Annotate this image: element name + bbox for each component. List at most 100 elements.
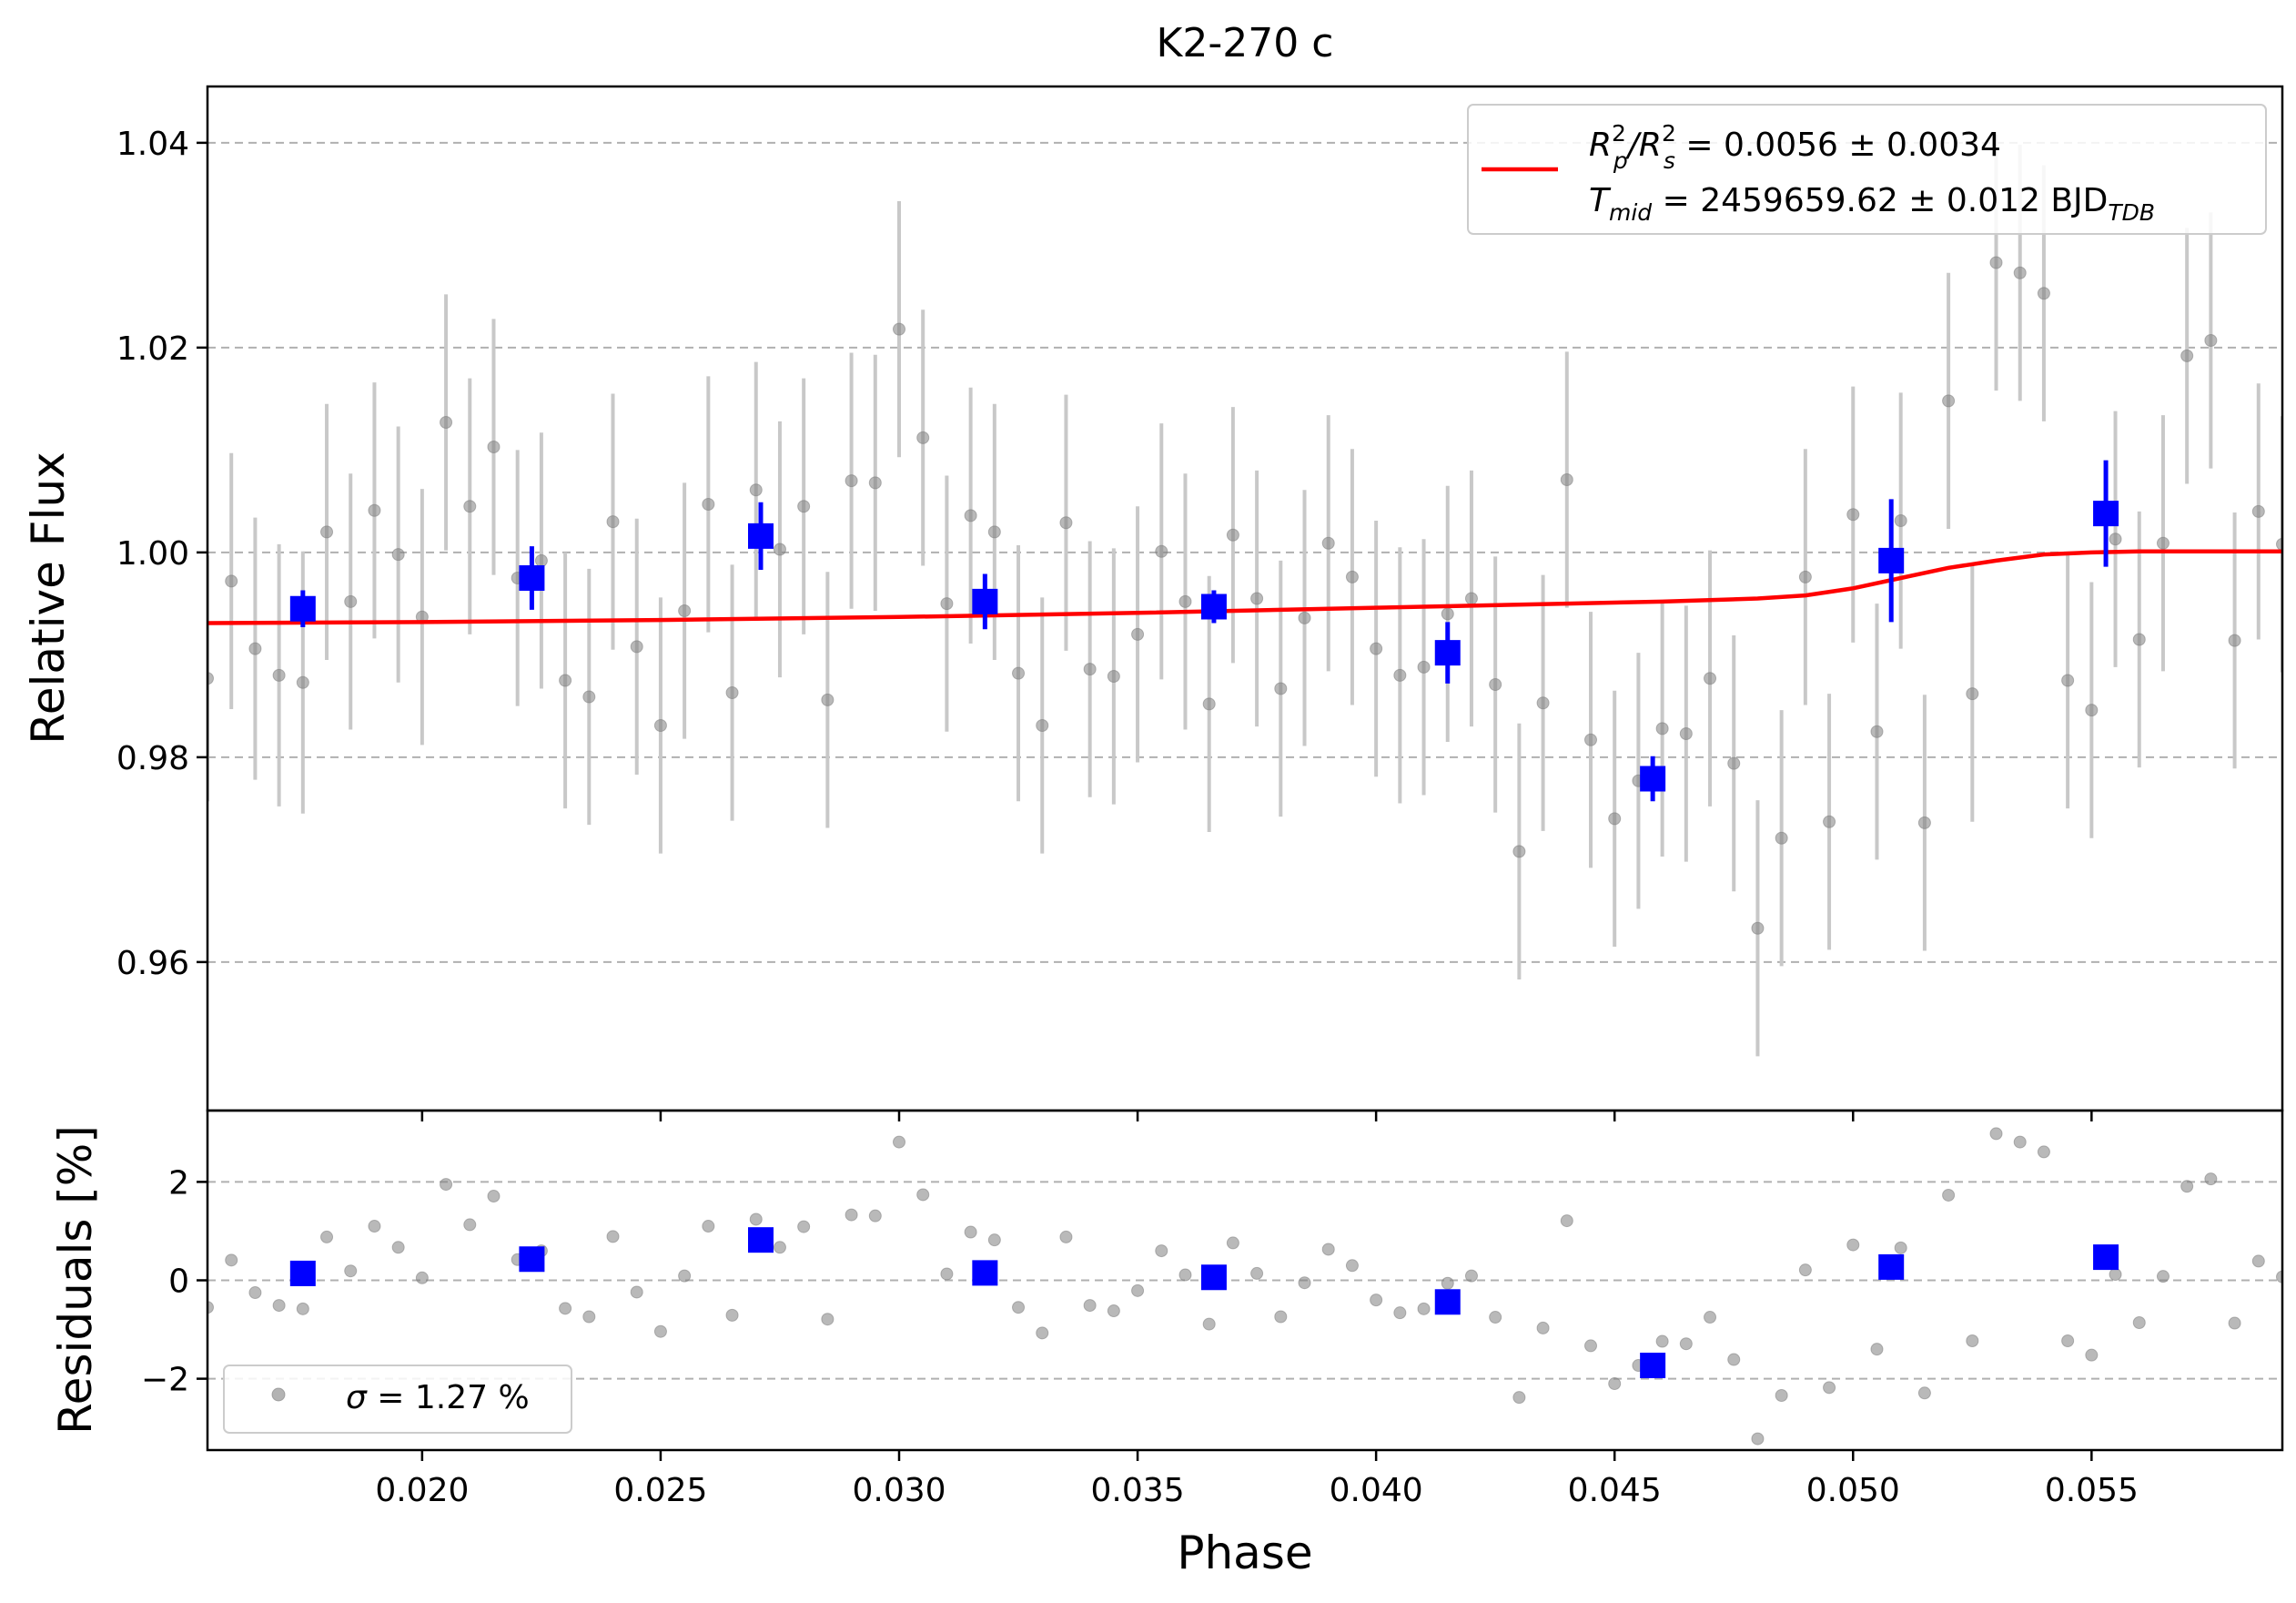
raw-point bbox=[964, 509, 977, 522]
raw-point bbox=[2276, 537, 2282, 551]
raw-point bbox=[1512, 845, 1526, 858]
transit-raw-points bbox=[207, 256, 2282, 935]
residual-raw-point bbox=[1107, 1304, 1120, 1318]
residual-raw-point bbox=[749, 1212, 763, 1226]
raw-point bbox=[1775, 831, 1788, 845]
residuals-legend-box bbox=[223, 1365, 572, 1434]
raw-point bbox=[2109, 533, 2122, 546]
raw-point bbox=[1727, 756, 1741, 770]
residual-raw-point bbox=[1178, 1268, 1192, 1282]
binned-point bbox=[289, 595, 316, 622]
residual-raw-point bbox=[225, 1253, 238, 1267]
raw-point bbox=[773, 543, 786, 556]
raw-point bbox=[2013, 266, 2027, 279]
transit-legend-box bbox=[1467, 104, 2267, 235]
residual-raw-point bbox=[1441, 1276, 1454, 1290]
residual-raw-point bbox=[1655, 1334, 1669, 1348]
residuals-ytick-label: 0 bbox=[168, 1263, 189, 1301]
residual-raw-point bbox=[296, 1302, 309, 1315]
residual-raw-point bbox=[368, 1220, 381, 1233]
residual-binned-point bbox=[972, 1260, 998, 1286]
residual-raw-point bbox=[1155, 1244, 1168, 1258]
raw-point bbox=[653, 719, 667, 732]
residual-binned-point bbox=[1878, 1253, 1905, 1280]
raw-point bbox=[1464, 592, 1478, 605]
residual-raw-point bbox=[1226, 1236, 1239, 1250]
raw-point bbox=[2037, 287, 2050, 300]
residuals-gridlines bbox=[207, 1181, 2282, 1380]
raw-point bbox=[296, 675, 309, 689]
residual-raw-point bbox=[1798, 1263, 1812, 1277]
residuals-legend: σ = 1.27 % bbox=[223, 1365, 572, 1434]
raw-point bbox=[1536, 696, 1550, 710]
residual-raw-point bbox=[916, 1188, 930, 1202]
residual-binned-point bbox=[1200, 1264, 1227, 1291]
raw-point bbox=[1584, 733, 1597, 746]
residual-binned-point bbox=[519, 1246, 545, 1273]
residuals-panel: −2 0 2 0.020 0.025 0.030 0.035 0.040 0.045 0.050 0… bbox=[49, 1109, 2284, 1579]
residual-raw-point bbox=[1894, 1241, 1907, 1254]
raw-point bbox=[702, 498, 715, 511]
raw-point bbox=[1107, 670, 1120, 683]
residual-raw-point bbox=[1345, 1259, 1359, 1273]
binned-point bbox=[1640, 766, 1666, 792]
binned-point bbox=[519, 565, 545, 591]
raw-point bbox=[248, 642, 262, 655]
raw-point bbox=[630, 640, 643, 654]
raw-point bbox=[1679, 727, 1693, 740]
residual-raw-point bbox=[487, 1190, 501, 1203]
raw-point bbox=[1155, 544, 1168, 558]
residuals-binned-points bbox=[289, 1227, 2119, 1379]
residuals-ticks: −2 0 2 0.020 0.025 0.030 0.035 0.040 0.045 0.050 0… bbox=[141, 1164, 2139, 1509]
residual-raw-point bbox=[440, 1178, 453, 1192]
raw-point bbox=[1704, 672, 1717, 685]
residual-raw-point bbox=[845, 1208, 858, 1222]
raw-point bbox=[1870, 725, 1884, 738]
residual-raw-point bbox=[1846, 1238, 1860, 1252]
residuals-axes-frame bbox=[206, 1109, 2284, 1452]
residual-raw-point bbox=[2132, 1315, 2146, 1329]
raw-point bbox=[1012, 666, 1026, 680]
raw-point bbox=[2085, 704, 2099, 717]
raw-point bbox=[1250, 592, 1264, 605]
raw-point bbox=[606, 515, 620, 529]
raw-point bbox=[1608, 812, 1622, 826]
raw-point bbox=[749, 483, 763, 497]
raw-point bbox=[1894, 514, 1907, 527]
raw-point bbox=[391, 548, 405, 562]
residual-raw-point bbox=[2228, 1316, 2241, 1330]
raw-point bbox=[487, 441, 501, 453]
residual-raw-point bbox=[987, 1233, 1001, 1247]
raw-point bbox=[1989, 256, 2003, 269]
raw-point bbox=[2228, 634, 2241, 647]
raw-point bbox=[2180, 349, 2194, 362]
raw-point bbox=[2251, 504, 2265, 518]
raw-point bbox=[845, 474, 858, 488]
residual-raw-point bbox=[1608, 1377, 1622, 1391]
residual-raw-point bbox=[2085, 1348, 2099, 1362]
raw-point bbox=[207, 672, 214, 685]
residual-raw-point bbox=[1202, 1317, 1216, 1331]
raw-point bbox=[1321, 536, 1335, 550]
raw-point bbox=[1441, 607, 1454, 621]
raw-point bbox=[821, 693, 834, 706]
phase-xtick-label: 0.030 bbox=[852, 1472, 946, 1509]
residuals-ytick-label: 2 bbox=[168, 1164, 189, 1202]
residual-binned-point bbox=[1434, 1289, 1461, 1315]
phase-xtick-label: 0.045 bbox=[1568, 1472, 1662, 1509]
raw-point bbox=[2156, 536, 2170, 550]
phase-xlabel: Phase bbox=[1177, 1527, 1312, 1579]
residual-raw-point bbox=[1560, 1214, 1573, 1228]
residual-raw-point bbox=[1942, 1188, 1956, 1202]
residual-raw-point bbox=[1489, 1311, 1502, 1324]
residual-raw-point bbox=[1536, 1321, 1550, 1334]
residual-binned-point bbox=[2093, 1244, 2119, 1271]
raw-point bbox=[916, 431, 930, 444]
residual-raw-point bbox=[868, 1209, 882, 1223]
raw-point bbox=[1917, 816, 1931, 829]
raw-point bbox=[1370, 642, 1383, 655]
raw-point bbox=[1751, 921, 1765, 935]
residual-raw-point bbox=[678, 1269, 692, 1283]
residual-raw-point bbox=[2061, 1334, 2075, 1347]
raw-point bbox=[272, 668, 286, 682]
